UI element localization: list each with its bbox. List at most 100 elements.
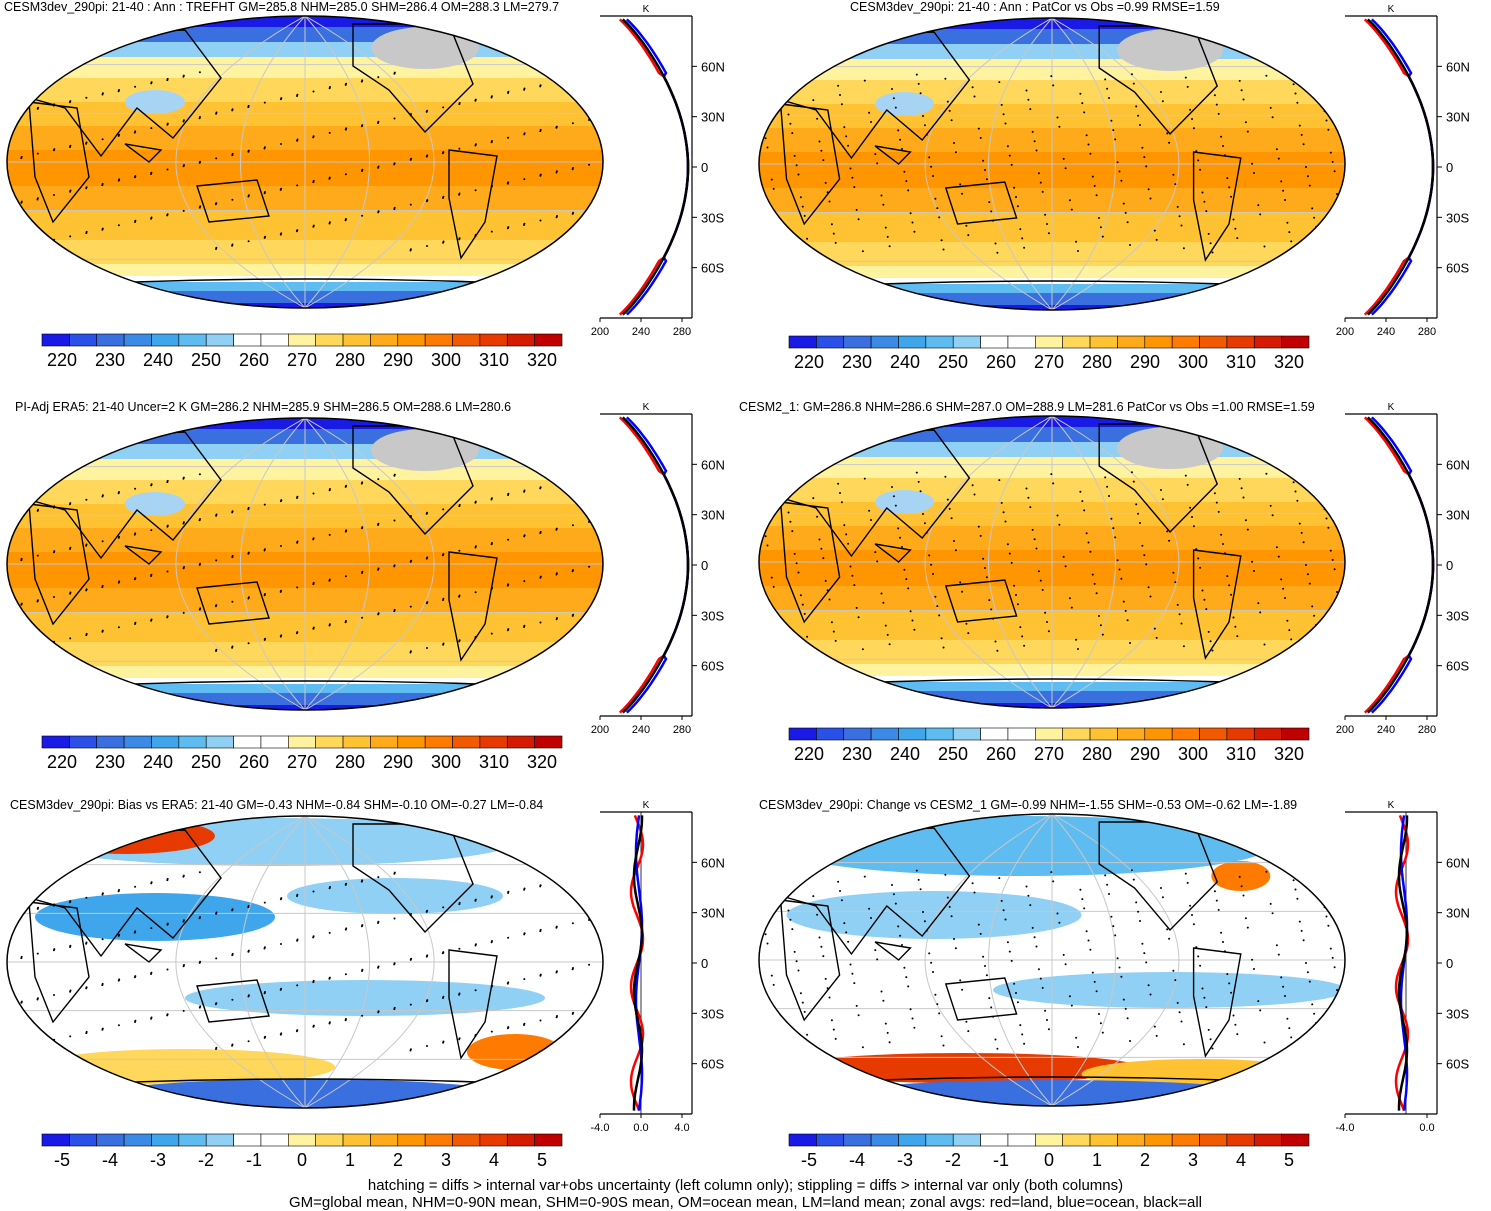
stipple-dot [53,550,56,553]
stipple-dot [998,479,1001,482]
stipple-dot [1050,473,1053,476]
stipple-dot [892,495,895,498]
stipple-dot [5,871,6,873]
stipple-dot [539,973,542,976]
stipple-dot [215,911,218,914]
stipple-dot [1044,213,1047,216]
stipple-dot [1110,119,1113,122]
stipple-dot [247,596,250,599]
stipple-dot [994,640,997,643]
stipple-dot [1166,132,1169,135]
stipple-dot [409,248,412,251]
longitude-gridline [924,18,1053,310]
stipple-dot [1031,926,1034,929]
stipple-dot [490,632,493,635]
stipple-dot [20,955,23,958]
stipple-dot [312,224,315,227]
colorbar-swatch [96,1133,125,1147]
stipple-dot [1044,611,1047,614]
colorbar-tick-label: 290 [383,752,413,772]
stipple-dot [1288,231,1291,234]
stipple-dot [328,623,331,626]
stipple-dot [523,978,526,981]
stipple-dot [1244,519,1247,522]
stipple-dot [1000,501,1003,504]
longitude-gridline [1051,814,1180,1106]
stipple-dot [839,492,841,494]
stipple-dot [1191,516,1193,518]
stipple-dot [1153,229,1156,232]
stipple-dot [837,482,840,485]
profile-unit-label: K [643,4,650,15]
stipple-dot [839,94,841,96]
stipple-dot [928,554,931,557]
longitude-gridline [304,418,370,710]
stipple-dot [1070,1004,1073,1007]
colorbar-swatch [123,333,152,347]
stipple-dot [1118,966,1121,969]
stipple-dot [1220,533,1223,536]
stipple-dot [1197,955,1200,958]
stipple-dot [1120,179,1123,182]
colorbar-tick-label: 230 [95,752,125,772]
stipple-dot [909,212,912,215]
stipple-dot [944,873,947,876]
colorbar-swatch [1281,335,1310,349]
colorbar-swatch [178,333,207,347]
stipple-dot [919,490,922,493]
lat-tick-label: 0 [701,160,708,175]
lat-tick-label: 60N [701,855,725,870]
stipple-dot [474,989,477,992]
stipple-dot [942,248,945,251]
stipple-dot [36,152,39,155]
stipple-dot [946,100,949,103]
stipple-dot [1033,538,1036,541]
coastline [1192,947,1242,1058]
stipple-dot [984,965,986,967]
colorbar-swatch [952,335,981,349]
stipple-dot [1230,195,1233,198]
stipple-dot [1046,621,1048,623]
stipple-dot [818,140,821,143]
stipple-dot [263,946,266,949]
stipple-dot [572,211,575,214]
stipple-dot [5,518,6,520]
stipple-dot [1311,1003,1314,1006]
profile-unit-label: K [1388,402,1395,413]
stipple-dot [1081,898,1084,901]
stipple-dot [215,1002,218,1005]
map-border [6,417,604,711]
stipple-dot [312,581,315,584]
stipple-dot [1300,133,1303,136]
stipple-dot [134,577,137,580]
stipple-dot [1172,969,1175,972]
stipple-dot [555,527,558,530]
stipple-dot [1041,190,1044,193]
stipple-dot [909,1008,912,1011]
stipple-dot [231,198,234,201]
stipple-dot [458,639,461,642]
stipple-dot [1075,1036,1078,1039]
stipple-dot [1259,611,1262,614]
stipple-dot [426,909,429,912]
stipple-dot [965,1020,968,1023]
stipple-dot [328,533,331,536]
stipple-dot [942,646,945,649]
stipple-dot [922,513,924,515]
stipple-dot [490,895,493,898]
stipple-dot [1087,143,1090,146]
colorbar-swatch [452,1133,481,1147]
stipple-dot [1112,527,1115,530]
stipple-dot [182,209,185,212]
stipple-dot [1161,896,1164,899]
stipple-dot [812,497,815,500]
stipple-dot [803,612,806,615]
stipple-dot [1242,496,1245,499]
stipple-dot [1223,552,1226,555]
colorbar: -5 -4 -3 -2 -1 0 1 2 3 4 5 [41,1133,563,1170]
stipple-dot [539,884,542,887]
stipple-dot [1039,579,1042,582]
stipple-dot [53,505,56,508]
colorbar-swatch [1171,335,1200,349]
stipple-dot [247,104,250,107]
